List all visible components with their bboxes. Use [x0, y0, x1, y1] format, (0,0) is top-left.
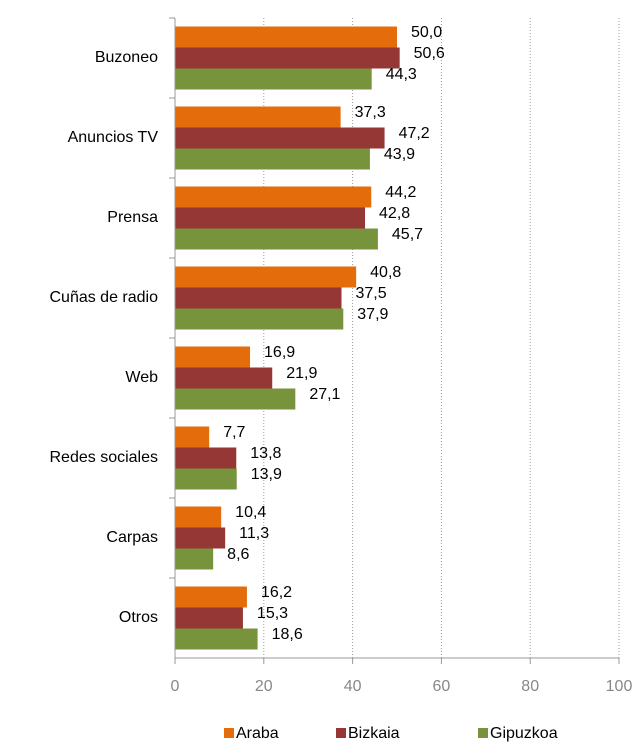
data-label: 8,6 — [227, 546, 249, 563]
data-label: 10,4 — [235, 504, 266, 521]
data-label: 47,2 — [399, 125, 430, 142]
data-label: 15,3 — [257, 605, 288, 622]
x-tick-label: 20 — [255, 678, 273, 695]
data-label: 44,2 — [385, 184, 416, 201]
data-label: 13,9 — [251, 466, 282, 483]
y-tick-label: Otros — [119, 609, 158, 626]
data-label: 37,3 — [355, 104, 386, 121]
data-label: 44,3 — [386, 66, 417, 83]
legend-label: Bizkaia — [348, 725, 400, 742]
bar — [175, 628, 258, 650]
data-label: 13,8 — [250, 445, 281, 462]
bar — [175, 106, 341, 128]
data-label: 50,6 — [414, 45, 445, 62]
legend-swatch — [478, 728, 488, 738]
bar — [175, 506, 222, 528]
bar — [175, 207, 366, 229]
bar — [175, 308, 344, 330]
x-tick-label: 100 — [606, 678, 633, 695]
y-tick-label: Redes sociales — [50, 449, 159, 466]
y-tick-label: Buzoneo — [95, 49, 158, 66]
data-label: 42,8 — [379, 205, 410, 222]
bar — [175, 186, 372, 208]
legend-swatch — [224, 728, 234, 738]
data-label: 21,9 — [286, 365, 317, 382]
data-label: 16,2 — [261, 584, 292, 601]
data-label: 16,9 — [264, 344, 295, 361]
legend-label: Gipuzkoa — [490, 725, 558, 742]
bar — [175, 287, 342, 309]
x-tick-label: 60 — [433, 678, 451, 695]
x-tick-label: 40 — [344, 678, 362, 695]
data-label: 40,8 — [370, 264, 401, 281]
x-tick-label: 0 — [171, 678, 180, 695]
bar — [175, 607, 243, 629]
bar — [175, 527, 226, 549]
bar — [175, 266, 357, 288]
data-label: 27,1 — [309, 386, 340, 403]
x-tick-label: 80 — [521, 678, 539, 695]
bar — [175, 148, 370, 170]
data-label: 18,6 — [272, 626, 303, 643]
data-label: 7,7 — [223, 424, 245, 441]
bar — [175, 346, 251, 368]
data-label: 37,5 — [356, 285, 387, 302]
bar — [175, 26, 397, 48]
bar — [175, 367, 273, 389]
data-label: 43,9 — [384, 146, 415, 163]
y-tick-label: Carpas — [106, 529, 158, 546]
y-tick-label: Cuñas de radio — [49, 289, 158, 306]
bar — [175, 447, 237, 469]
bar — [175, 586, 247, 608]
data-label: 45,7 — [392, 226, 423, 243]
bar — [175, 127, 385, 149]
bar — [175, 47, 400, 69]
bar — [175, 468, 237, 490]
bar — [175, 426, 210, 448]
y-tick-label: Web — [125, 369, 158, 386]
y-tick-label: Prensa — [107, 209, 158, 226]
bar — [175, 68, 372, 90]
data-label: 11,3 — [239, 525, 269, 542]
legend-label: Araba — [236, 725, 279, 742]
bar — [175, 228, 378, 250]
bar — [175, 388, 296, 410]
data-label: 37,9 — [357, 306, 388, 323]
data-label: 50,0 — [411, 24, 442, 41]
bar — [175, 548, 214, 570]
y-tick-label: Anuncios TV — [68, 129, 159, 146]
legend-swatch — [336, 728, 346, 738]
